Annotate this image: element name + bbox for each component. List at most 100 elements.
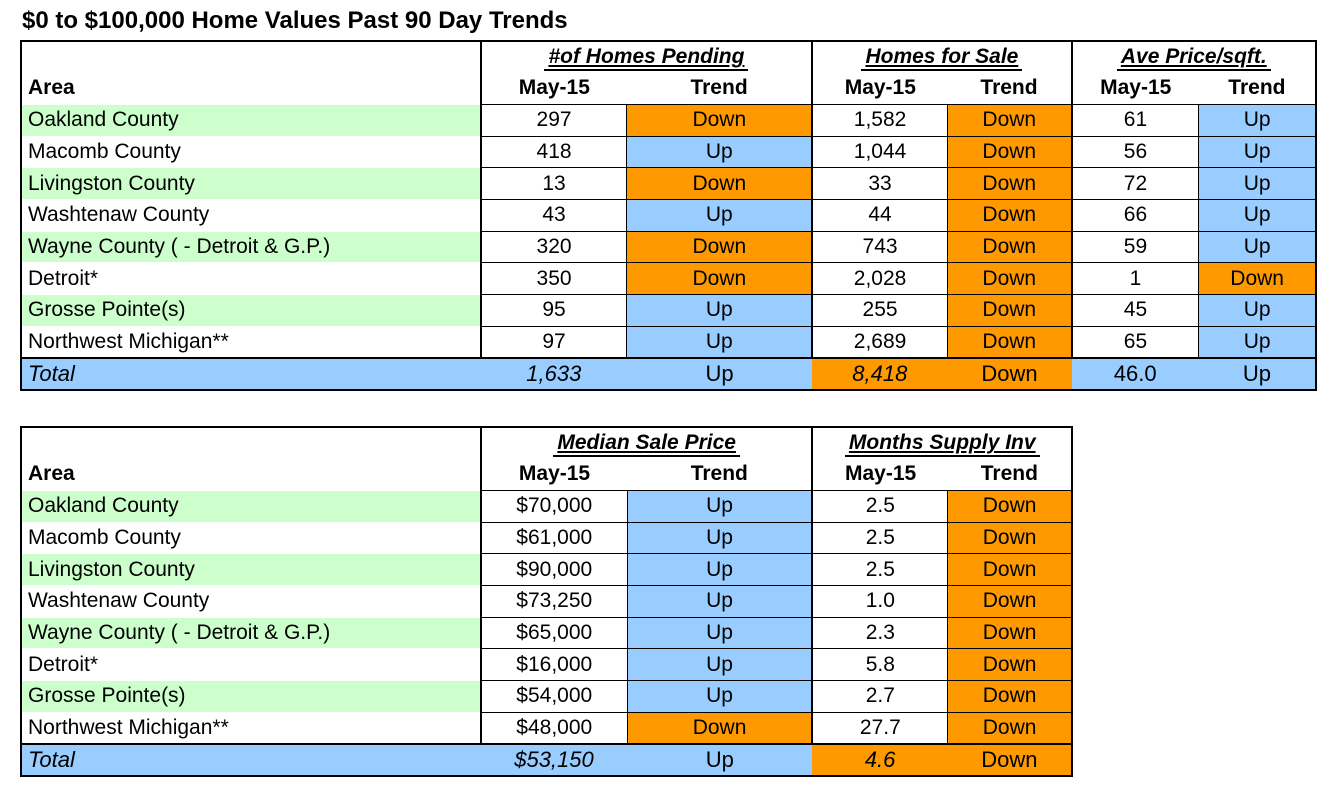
pending-value: 350 <box>479 262 628 295</box>
area-header: Area <box>28 462 75 486</box>
trend-cell: Up <box>626 680 813 713</box>
total-trend: Up <box>1198 356 1316 390</box>
trend-cell: Down <box>946 135 1073 169</box>
trend-cell: Up <box>1198 198 1317 232</box>
for_sale-value: 1,582 <box>811 103 948 137</box>
median-value: $65,000 <box>479 616 628 650</box>
area-header: Area <box>28 76 75 100</box>
supply-value: 27.7 <box>811 711 949 745</box>
trend-cell: Up <box>1198 135 1317 169</box>
blank-header <box>21 41 481 73</box>
trend-cell: Down <box>947 584 1073 618</box>
area-cell: Grosse Pointe(s) <box>21 680 481 713</box>
area-cell: Oakland County <box>21 103 481 137</box>
price_sqft-value: 61 <box>1070 103 1200 137</box>
trend-cell: Up <box>1198 167 1317 200</box>
price_sqft-value: 56 <box>1070 135 1200 169</box>
total-row: Total 1,633 Up 8,418 Down 46.0 Up <box>21 356 1316 390</box>
trend-cell: Up <box>626 489 813 523</box>
area-cell: Wayne County ( - Detroit & G.P.) <box>21 230 481 264</box>
trend-header: Trend <box>626 72 813 105</box>
for_sale-value: 2,028 <box>811 262 948 295</box>
supply-value: 2.5 <box>811 489 949 523</box>
supply-value: 5.8 <box>811 648 949 681</box>
supply-value: 2.5 <box>811 553 949 586</box>
trend-header: Trend <box>1198 72 1316 105</box>
total-trend: Up <box>626 356 813 390</box>
table-row: Livingston County 13 Down 33 Down 72 Up <box>21 167 1317 200</box>
table-row: Washtenaw County $73,250 Up 1.0 Down <box>21 584 1073 618</box>
table-row: Detroit* 350 Down 2,028 Down 1 Down <box>21 262 1317 295</box>
total-for_sale-value: 8,418 <box>812 356 948 390</box>
area-cell: Detroit* <box>21 262 481 295</box>
trend-cell: Down <box>947 616 1073 650</box>
trend-cell: Down <box>626 103 813 137</box>
median-value: $70,000 <box>479 489 628 523</box>
trend-cell: Up <box>1198 325 1317 359</box>
trend-cell: Down <box>946 294 1073 327</box>
trend-cell: Down <box>946 325 1073 359</box>
table-row: Grosse Pointe(s) 95 Up 255 Down 45 Up <box>21 294 1317 327</box>
group-header-pending: #of Homes Pending <box>479 41 813 73</box>
trend-cell: Down <box>947 553 1073 586</box>
trend-cell: Up <box>626 521 813 555</box>
trend-cell: Up <box>626 135 813 169</box>
total-label: Total <box>21 356 481 390</box>
total-label: Total <box>21 742 481 776</box>
total-pending-value: 1,633 <box>480 356 627 390</box>
table-row: Macomb County $61,000 Up 2.5 Down <box>21 521 1073 555</box>
median-value: $54,000 <box>479 680 628 713</box>
table-row: Northwest Michigan** $48,000 Down 27.7 Down <box>21 711 1073 745</box>
for_sale-value: 44 <box>811 198 948 232</box>
pending-value: 297 <box>479 103 628 137</box>
trend-cell: Up <box>626 294 813 327</box>
trend-cell: Down <box>947 521 1073 555</box>
trend-cell: Up <box>626 553 813 586</box>
price_sqft-value: 72 <box>1070 167 1200 200</box>
group-header-price-sqft: Ave Price/sqft. <box>1070 41 1316 73</box>
trend-cell: Up <box>626 325 813 359</box>
for_sale-value: 255 <box>811 294 948 327</box>
area-cell: Macomb County <box>21 135 481 169</box>
trend-cell: Up <box>626 198 813 232</box>
blank-header <box>21 427 481 459</box>
trend-cell: Down <box>946 167 1073 200</box>
price_sqft-value: 66 <box>1070 198 1200 232</box>
month-header: May-15 <box>479 458 628 491</box>
pending-value: 13 <box>479 167 628 200</box>
page-title: $0 to $100,000 Home Values Past 90 Day T… <box>22 7 568 34</box>
trend-cell: Down <box>946 230 1073 264</box>
trend-cell: Down <box>946 262 1073 295</box>
month-header: May-15 <box>479 72 627 105</box>
group-header-median: Median Sale Price <box>479 427 813 459</box>
price_sqft-value: 1 <box>1070 262 1200 295</box>
area-cell: Northwest Michigan** <box>21 325 481 359</box>
median-value: $48,000 <box>479 711 628 745</box>
total-trend: Up <box>627 742 813 776</box>
median-value: $73,250 <box>479 584 628 618</box>
median-value: $16,000 <box>479 648 628 681</box>
supply-value: 2.7 <box>811 680 949 713</box>
area-cell: Livingston County <box>21 553 481 586</box>
for_sale-value: 1,044 <box>811 135 948 169</box>
group-header-for-sale: Homes for Sale <box>811 41 1072 73</box>
price_sqft-value: 45 <box>1070 294 1200 327</box>
total-median-value: $53,150 <box>480 742 628 776</box>
month-header: May-15 <box>811 458 948 491</box>
total-trend: Down <box>947 356 1072 390</box>
for_sale-value: 33 <box>811 167 948 200</box>
table-row: Oakland County $70,000 Up 2.5 Down <box>21 489 1073 523</box>
price_sqft-value: 65 <box>1070 325 1200 359</box>
median-value: $61,000 <box>479 521 628 555</box>
trend-cell: Up <box>626 616 813 650</box>
area-cell: Livingston County <box>21 167 481 200</box>
median-value: $90,000 <box>479 553 628 586</box>
area-cell: Detroit* <box>21 648 481 681</box>
table-row: Grosse Pointe(s) $54,000 Up 2.7 Down <box>21 680 1073 713</box>
trend-cell: Down <box>626 230 813 264</box>
pending-value: 97 <box>479 325 628 359</box>
trend-cell: Up <box>1198 294 1317 327</box>
area-cell: Northwest Michigan** <box>21 711 481 745</box>
area-cell: Oakland County <box>21 489 481 523</box>
table-row: Wayne County ( - Detroit & G.P.) $65,000 U… <box>21 616 1073 650</box>
